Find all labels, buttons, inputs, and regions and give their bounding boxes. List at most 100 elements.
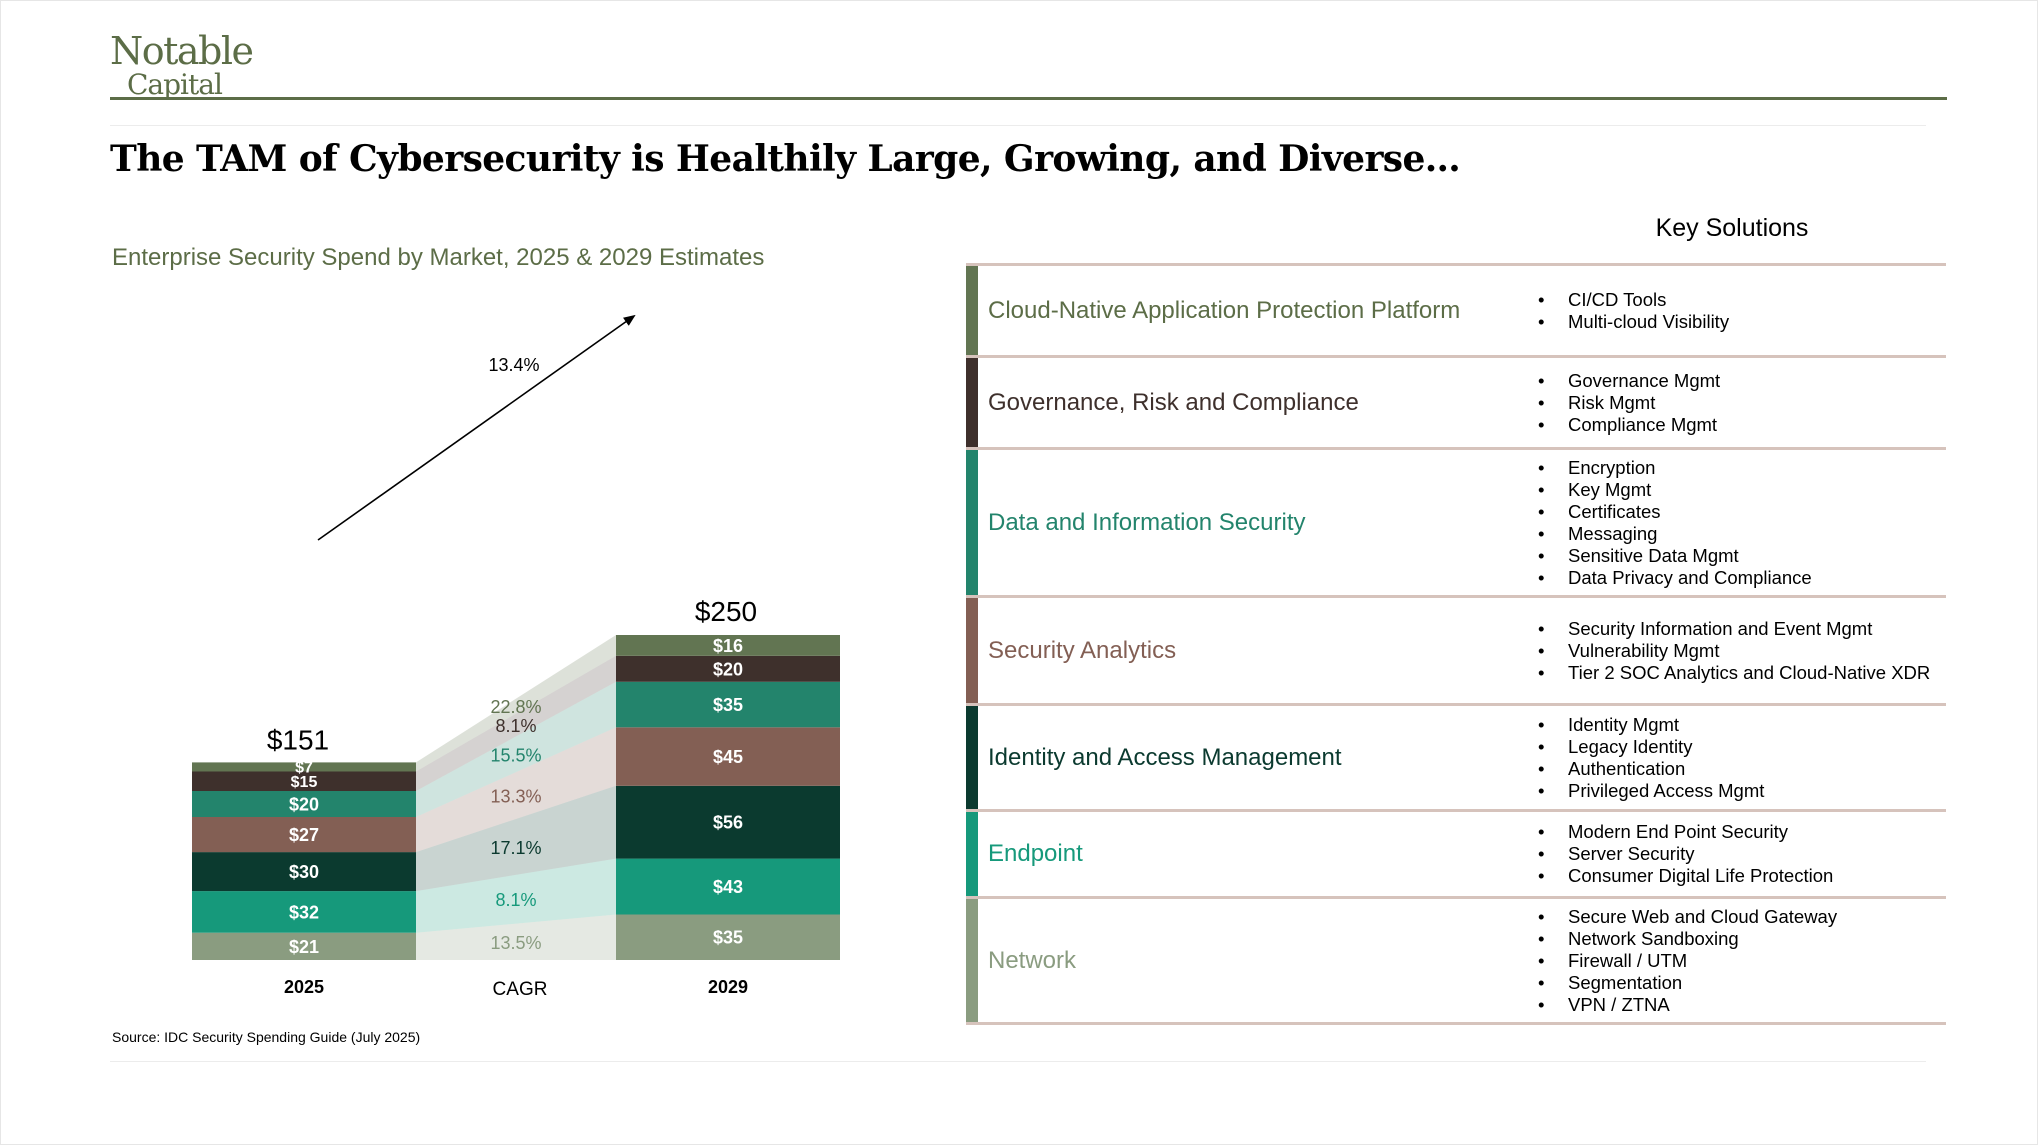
segment-name: Governance, Risk and Compliance [988, 388, 1359, 416]
solution-item: Data Privacy and Compliance [1538, 567, 1812, 589]
row-separator [966, 595, 1946, 598]
segment-color-bar [966, 598, 978, 703]
solution-item: Vulnerability Mgmt [1538, 640, 1930, 662]
solutions-list: Secure Web and Cloud GatewayNetwork Sand… [1538, 899, 1837, 1022]
segment-row: Identity and Access Management Identity M… [966, 706, 1946, 812]
row-separator [966, 1022, 1946, 1025]
table-top-rule [966, 263, 1946, 266]
solution-item: Multi-cloud Visibility [1538, 311, 1729, 333]
bar-2029-governance-risk-and-compliance [616, 655, 840, 682]
cagr-arrow [317, 314, 636, 541]
header-divider [110, 125, 1926, 126]
segment-row: Network Secure Web and Cloud GatewayNetwo… [966, 899, 1946, 1025]
solution-item: Security Information and Event Mgmt [1538, 618, 1930, 640]
logo-line-2: Capital [127, 68, 223, 101]
cagr-label-endpoint: 8.1% [495, 890, 536, 910]
solution-item: Governance Mgmt [1538, 370, 1720, 392]
bar-2029-network [616, 914, 840, 960]
segment-color-bar [966, 812, 978, 896]
solution-item: Privileged Access Mgmt [1538, 780, 1764, 802]
data-label-2025-identity-and-access-management: $30 [289, 862, 319, 882]
solution-item: Identity Mgmt [1538, 714, 1764, 736]
solution-item: Network Sandboxing [1538, 928, 1837, 950]
segment-name: Data and Information Security [988, 508, 1306, 536]
chart-subtitle: Enterprise Security Spend by Market, 202… [112, 244, 765, 271]
total-label-2025: $151 [267, 725, 329, 756]
solution-item: Risk Mgmt [1538, 392, 1720, 414]
bar-2029-endpoint [616, 858, 840, 915]
page-title: The TAM of Cybersecurity is Healthily La… [110, 138, 1461, 180]
x-axis-label-2029: 2029 [708, 977, 748, 997]
solution-item: Consumer Digital Life Protection [1538, 865, 1833, 887]
solution-item: Encryption [1538, 457, 1812, 479]
bar-2025-endpoint [192, 891, 416, 933]
cagr-band-network [416, 914, 616, 960]
total-label-2029: $250 [695, 596, 757, 627]
segment-row: Security Analytics Security Information a… [966, 598, 1946, 706]
cagr-label-identity-and-access-management: 17.1% [490, 838, 541, 858]
data-label-2029-governance-risk-and-compliance: $20 [713, 659, 743, 679]
segment-row: Governance, Risk and Compliance Governanc… [966, 358, 1946, 450]
data-label-2025-network: $21 [289, 937, 319, 957]
bar-2025-identity-and-access-management [192, 852, 416, 892]
data-label-2029-security-analytics: $45 [713, 747, 743, 767]
row-separator [966, 447, 1946, 450]
cagr-label-security-analytics: 13.3% [490, 787, 541, 807]
solution-item: Segmentation [1538, 972, 1837, 994]
data-label-2029-identity-and-access-management: $56 [713, 813, 743, 833]
solution-item: Firewall / UTM [1538, 950, 1837, 972]
solutions-list: EncryptionKey MgmtCertificatesMessagingS… [1538, 450, 1812, 595]
solution-item: Legacy Identity [1538, 736, 1764, 758]
bar-2025-cloud-native-application-protection-platform [192, 762, 416, 772]
solution-item: Compliance Mgmt [1538, 414, 1720, 436]
data-label-2029-network: $35 [713, 928, 743, 948]
segment-name: Cloud-Native Application Protection Plat… [988, 296, 1461, 324]
row-separator [966, 703, 1946, 706]
solutions-list: Security Information and Event MgmtVulne… [1538, 598, 1930, 703]
solution-item: Server Security [1538, 843, 1833, 865]
cagr-band-security-analytics [416, 727, 616, 853]
stacked-bar-chart: $21 $35 13.5% $32 $43 8.1% $30 $56 17.1% $27 $45 13… [192, 314, 840, 1000]
cagr-band-endpoint [416, 858, 616, 933]
cagr-band-governance-risk-and-compliance [416, 655, 616, 791]
cagr-band-data-and-information-security [416, 681, 616, 817]
row-separator [966, 355, 1946, 358]
segment-name: Security Analytics [988, 636, 1177, 664]
solution-item: Key Mgmt [1538, 479, 1812, 501]
x-axis-label-cagr: CAGR [493, 979, 548, 1000]
key-solutions-heading: Key Solutions [1655, 214, 1809, 242]
bar-2025-network [192, 932, 416, 960]
solution-item: Authentication [1538, 758, 1764, 780]
bar-2029-data-and-information-security [616, 681, 840, 728]
bar-2025-data-and-information-security [192, 791, 416, 817]
bar-2025-governance-risk-and-compliance [192, 771, 416, 791]
cagr-band-cloud-native-application-protection-platform [416, 635, 616, 772]
segment-name: Identity and Access Management [988, 743, 1342, 771]
data-label-2029-endpoint: $43 [713, 877, 743, 897]
cagr-label-governance-risk-and-compliance: 8.1% [495, 716, 536, 736]
solutions-list: Modern End Point SecurityServer Security… [1538, 812, 1833, 896]
segment-row: Data and Information Security EncryptionK… [966, 450, 1946, 598]
solution-item: Secure Web and Cloud Gateway [1538, 906, 1837, 928]
segment-row: Cloud-Native Application Protection Plat… [966, 266, 1946, 358]
solution-item: CI/CD Tools [1538, 289, 1729, 311]
solutions-list: Identity MgmtLegacy IdentityAuthenticati… [1538, 706, 1764, 809]
footer-divider [110, 1061, 1926, 1062]
cagr-label-data-and-information-security: 15.5% [490, 745, 541, 765]
source-note: Source: IDC Security Spending Guide (Jul… [112, 1029, 421, 1045]
solution-item: Modern End Point Security [1538, 821, 1833, 843]
cagr-label-cloud-native-application-protection-platform: 22.8% [490, 697, 541, 717]
row-separator [966, 896, 1946, 899]
data-label-2025-data-and-information-security: $20 [289, 794, 319, 814]
cagr-band-identity-and-access-management [416, 785, 616, 892]
row-separator [966, 809, 1946, 812]
segment-row: Endpoint Modern End Point SecurityServer … [966, 812, 1946, 899]
segment-color-bar [966, 358, 978, 447]
data-label-2025-governance-risk-and-compliance: $15 [291, 774, 318, 791]
segment-color-bar [966, 899, 978, 1022]
data-label-2025-security-analytics: $27 [289, 825, 319, 845]
solution-item: Sensitive Data Mgmt [1538, 545, 1812, 567]
bar-2029-security-analytics [616, 727, 840, 786]
solution-item: Tier 2 SOC Analytics and Cloud-Native XD… [1538, 662, 1930, 684]
solutions-list: CI/CD ToolsMulti-cloud Visibility [1538, 266, 1729, 355]
